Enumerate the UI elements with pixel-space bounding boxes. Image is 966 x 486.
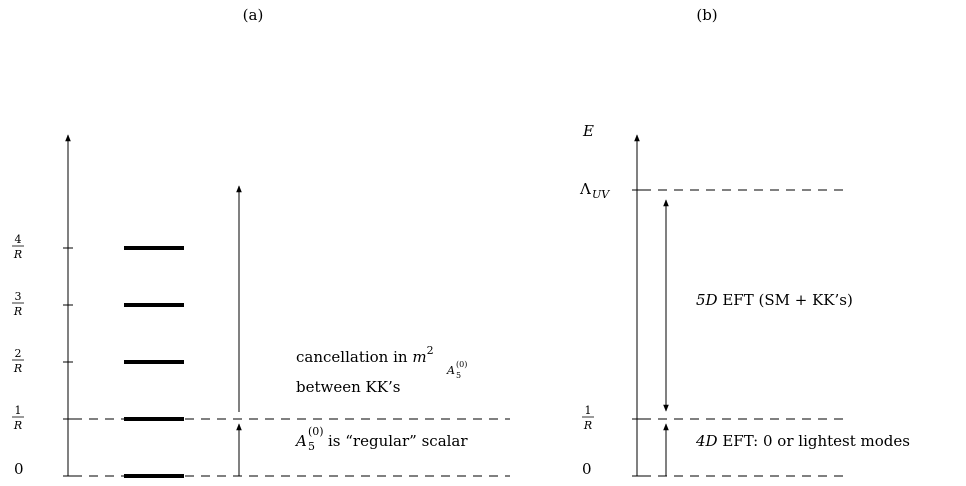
panel-a-tick-label-3: 3 R: [12, 290, 24, 318]
svg-text:1: 1: [15, 404, 22, 417]
svg-text:Λ: Λ: [579, 180, 591, 198]
svg-text:UV: UV: [592, 188, 610, 201]
svg-text:1: 1: [585, 404, 592, 417]
svg-text:A: A: [446, 364, 455, 377]
svg-text:R: R: [13, 362, 22, 375]
svg-text:(0): (0): [308, 425, 324, 438]
panel-a-upper-annotation: cancellation in m2 A 5 (0) between KK’s: [296, 344, 467, 396]
panel-b-label: (b): [696, 6, 717, 24]
panel-b-4d-eft-label: 4D EFT: 0 or lightest modes: [695, 432, 910, 450]
svg-text:5: 5: [308, 440, 315, 453]
panel-b-tick-label-0: 0: [582, 460, 592, 478]
svg-text:A: A: [294, 432, 307, 450]
panel-a-tick-label-0: 0: [14, 460, 24, 478]
svg-text:4: 4: [15, 233, 22, 246]
panel-b-tick-label-1: 1 R: [582, 404, 594, 432]
svg-text:is “regular” scalar: is “regular” scalar: [328, 432, 468, 450]
svg-text:R: R: [13, 248, 22, 261]
panel-a-label: (a): [243, 6, 264, 24]
panel-b-tick-label-cutoff: Λ UV: [579, 180, 610, 201]
svg-text:(0): (0): [456, 360, 467, 369]
panel-b-5d-eft-label: 5D EFT (SM + KK’s): [696, 291, 853, 309]
panel-a-tick-label-1: 1 R: [12, 404, 24, 432]
svg-text:cancellation in m2: cancellation in m2: [296, 344, 434, 366]
svg-text:R: R: [13, 305, 22, 318]
svg-text:R: R: [13, 419, 22, 432]
panel-a-tick-label-2: 2 R: [12, 347, 24, 375]
panel-a-lower-annotation: A 5 (0) is “regular” scalar: [294, 425, 468, 453]
panel-b-axis-label: E: [582, 122, 594, 140]
panel-a-tick-label-4: 4 R: [12, 233, 24, 261]
svg-text:between KK’s: between KK’s: [296, 378, 400, 396]
svg-text:3: 3: [15, 290, 22, 303]
svg-text:5: 5: [456, 371, 461, 380]
svg-text:2: 2: [15, 347, 22, 360]
svg-text:R: R: [583, 419, 592, 432]
